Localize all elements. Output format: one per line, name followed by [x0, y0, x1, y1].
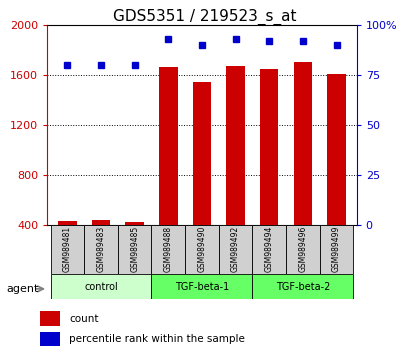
- Text: TGF-beta-2: TGF-beta-2: [275, 282, 329, 292]
- FancyBboxPatch shape: [184, 225, 218, 274]
- Bar: [259, 69, 278, 225]
- Bar: [92, 220, 110, 225]
- Bar: [40, 332, 60, 346]
- FancyBboxPatch shape: [151, 274, 252, 299]
- FancyBboxPatch shape: [218, 225, 252, 274]
- Bar: [293, 62, 311, 225]
- Bar: [58, 221, 76, 225]
- FancyBboxPatch shape: [319, 225, 353, 274]
- FancyBboxPatch shape: [117, 225, 151, 274]
- FancyBboxPatch shape: [50, 274, 151, 299]
- FancyBboxPatch shape: [252, 274, 353, 299]
- FancyBboxPatch shape: [50, 225, 84, 274]
- Bar: [192, 82, 211, 225]
- Text: GSM989488: GSM989488: [163, 225, 172, 272]
- Bar: [125, 222, 144, 225]
- Bar: [326, 74, 345, 225]
- Text: GSM989494: GSM989494: [264, 225, 273, 272]
- Text: GSM989490: GSM989490: [197, 225, 206, 272]
- FancyBboxPatch shape: [252, 225, 285, 274]
- Text: control: control: [84, 282, 117, 292]
- Text: TGF-beta-1: TGF-beta-1: [174, 282, 229, 292]
- Text: GSM989485: GSM989485: [130, 225, 139, 272]
- FancyBboxPatch shape: [151, 225, 184, 274]
- Text: GSM989499: GSM989499: [331, 225, 340, 272]
- Text: count: count: [69, 314, 98, 324]
- Text: GSM989483: GSM989483: [96, 225, 105, 272]
- Text: GSM989496: GSM989496: [298, 225, 307, 272]
- Bar: [40, 312, 60, 326]
- FancyBboxPatch shape: [285, 225, 319, 274]
- Bar: [159, 67, 177, 225]
- Text: agent: agent: [6, 284, 38, 294]
- Text: percentile rank within the sample: percentile rank within the sample: [69, 334, 244, 344]
- Text: GSM989492: GSM989492: [231, 225, 240, 272]
- FancyBboxPatch shape: [84, 225, 117, 274]
- Bar: [226, 66, 244, 225]
- Text: GSM989481: GSM989481: [63, 225, 72, 272]
- Text: GDS5351 / 219523_s_at: GDS5351 / 219523_s_at: [113, 9, 296, 25]
